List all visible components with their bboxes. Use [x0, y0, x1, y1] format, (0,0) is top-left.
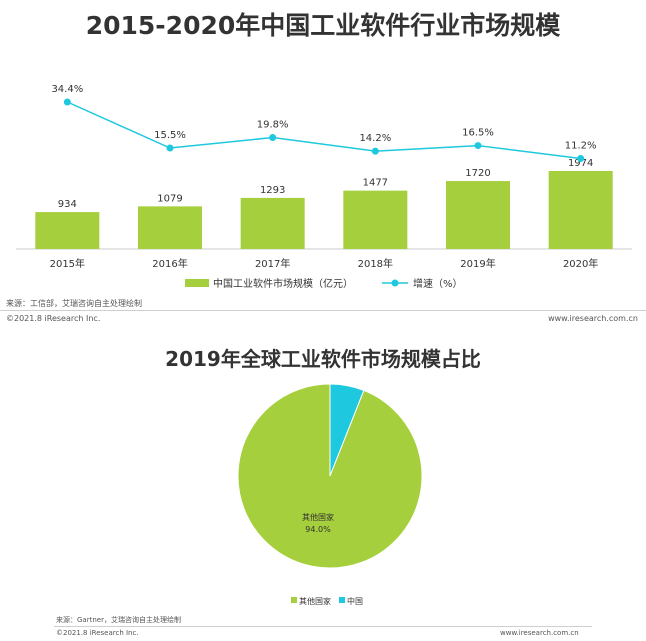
pie-slice-label: 其他国家	[302, 512, 334, 522]
bar-0	[35, 212, 100, 249]
growth-value-label: 16.5%	[462, 128, 494, 139]
legend-bar-label: 中国工业软件市场规模（亿元）	[213, 277, 353, 290]
legend-bar-swatch	[185, 279, 209, 287]
chart1-website: www.iresearch.com.cn	[548, 314, 638, 323]
growth-point-4	[474, 142, 482, 150]
chart1-copyright: ©2021.8 iResearch Inc.	[6, 314, 101, 323]
chart1-svg: 934 2015年 1079 2016年 1293 2017年 1477 2018年 1720 2…	[16, 84, 632, 290]
bar-value-label: 934	[58, 199, 77, 210]
growth-point-5	[577, 154, 585, 162]
bar-2	[240, 197, 305, 249]
x-tick-label: 2018年	[358, 257, 393, 270]
legend-line-dot	[391, 279, 399, 287]
bar-value-label: 1079	[157, 193, 182, 204]
growth-value-label: 11.2%	[565, 140, 597, 151]
growth-line	[67, 101, 581, 160]
bar-value-label: 1720	[465, 168, 490, 179]
growth-point-0	[63, 98, 71, 106]
chart1-rule	[0, 310, 646, 311]
legend-china-swatch	[339, 597, 345, 603]
bar-5	[548, 171, 613, 249]
bar-4	[446, 181, 510, 249]
pie-slice-value: 94.0%	[305, 525, 331, 534]
legend-other-label: 其他国家	[299, 596, 331, 606]
bar-1	[138, 206, 202, 249]
bar-value-label: 1477	[363, 178, 388, 189]
x-tick-label: 2019年	[460, 257, 495, 270]
x-tick-label: 2016年	[152, 257, 187, 270]
x-tick-label: 2015年	[50, 257, 85, 270]
legend-line-label: 增速（%）	[413, 277, 463, 290]
chart1-source: 来源：工信部，艾瑞咨询自主处理绘制	[6, 299, 142, 308]
chart2-website: www.iresearch.com.cn	[500, 629, 579, 637]
bar-3	[343, 190, 408, 249]
chart2-source: 来源：Gartner，艾瑞咨询自主处理绘制	[56, 616, 181, 624]
growth-point-3	[371, 147, 379, 155]
legend-other-swatch	[291, 597, 297, 603]
x-tick-label: 2020年	[563, 257, 598, 270]
chart2-title: 2019年全球工业软件市场规模占比	[165, 347, 481, 371]
growth-value-label: 34.4%	[51, 84, 83, 95]
growth-value-label: 15.5%	[154, 130, 186, 141]
growth-value-label: 14.2%	[359, 133, 391, 144]
bar-value-label: 1974	[568, 158, 593, 169]
chart2-rule	[54, 626, 592, 627]
pie-slice-1	[237, 383, 423, 569]
legend-china-label: 中国	[347, 596, 363, 606]
growth-value-label: 19.8%	[257, 120, 289, 131]
chart2-copyright: ©2021.8 iResearch Inc.	[56, 629, 139, 637]
growth-point-2	[269, 134, 277, 142]
bar-value-label: 1293	[260, 185, 285, 196]
growth-point-1	[166, 144, 174, 152]
chart1-title: 2015-2020年中国工业软件行业市场规模	[85, 11, 561, 40]
x-tick-label: 2017年	[255, 257, 290, 270]
